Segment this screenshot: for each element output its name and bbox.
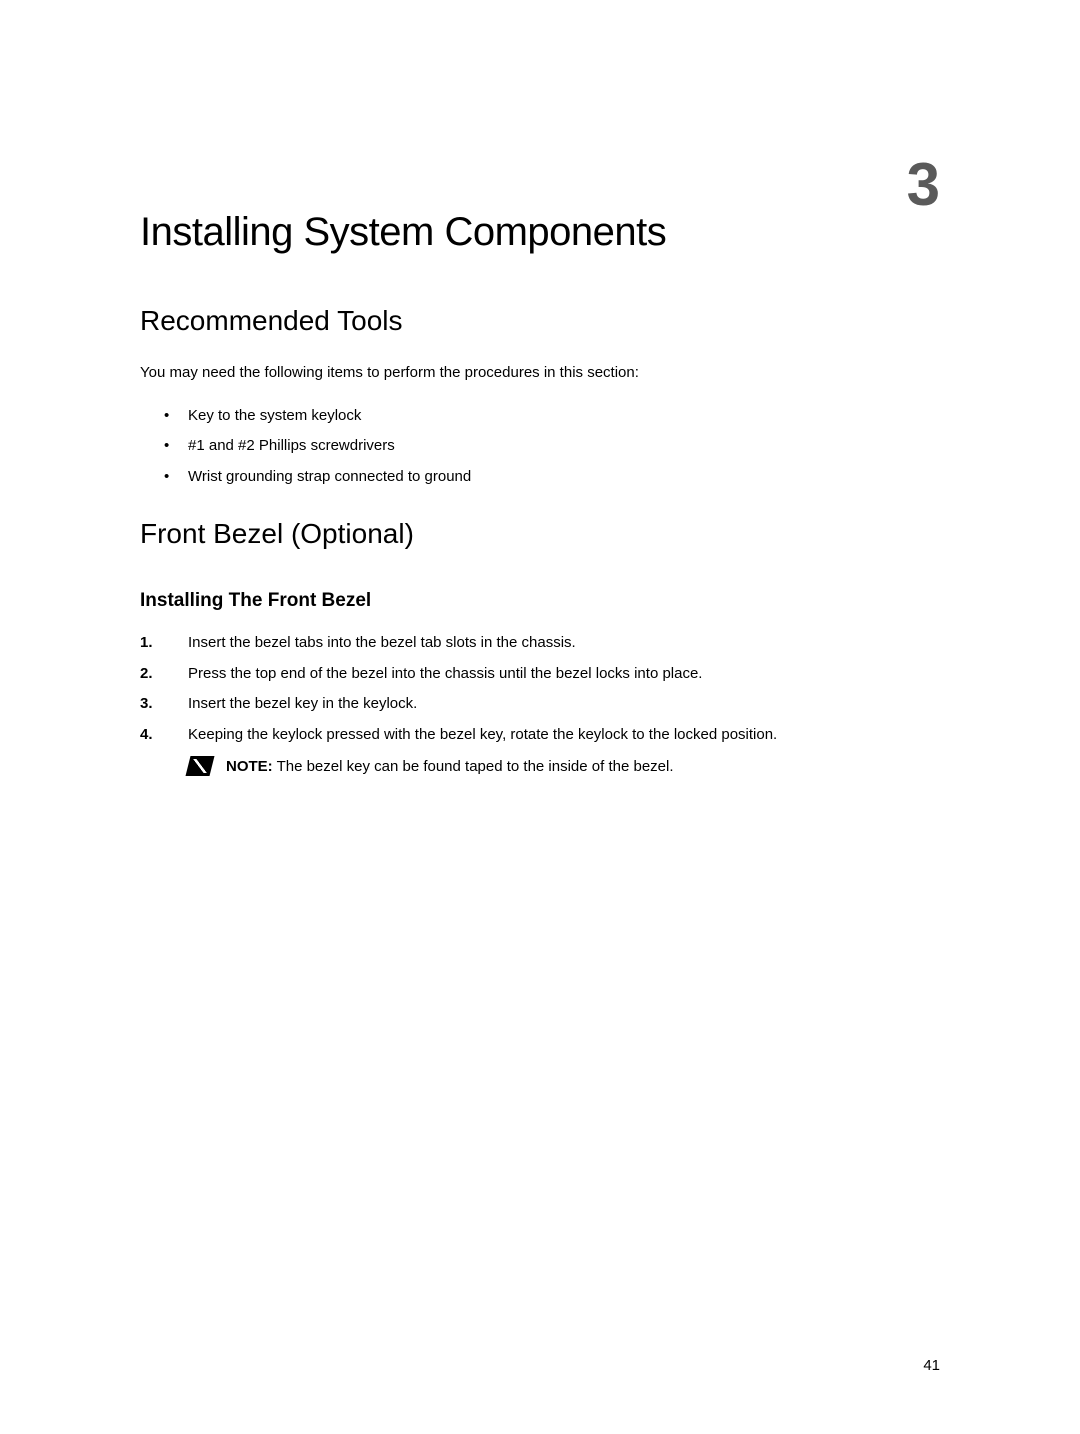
section-title-tools: Recommended Tools (140, 305, 940, 337)
tools-list-item: Key to the system keylock (164, 405, 940, 428)
tools-list-item: Wrist grounding strap connected to groun… (164, 466, 940, 489)
tools-list-item: #1 and #2 Phillips screwdrivers (164, 435, 940, 458)
document-page: 3 Installing System Components Recommend… (0, 0, 1080, 1434)
tools-intro-text: You may need the following items to perf… (140, 362, 940, 385)
install-step: Keeping the keylock pressed with the bez… (140, 724, 940, 747)
install-step: Press the top end of the bezel into the … (140, 663, 940, 686)
chapter-number: 3 (907, 150, 940, 219)
section-title-bezel: Front Bezel (Optional) (140, 518, 940, 550)
note-text: NOTE: The bezel key can be found taped t… (226, 756, 674, 779)
install-steps-list: Insert the bezel tabs into the bezel tab… (140, 632, 940, 746)
install-step: Insert the bezel key in the keylock. (140, 693, 940, 716)
tools-list: Key to the system keylock #1 and #2 Phil… (140, 405, 940, 489)
note-icon (186, 756, 215, 776)
subsection-title-install-bezel: Installing The Front Bezel (140, 590, 940, 612)
install-step: Insert the bezel tabs into the bezel tab… (140, 632, 940, 655)
note-body: The bezel key can be found taped to the … (273, 758, 674, 775)
page-number: 41 (923, 1357, 940, 1374)
note-block: NOTE: The bezel key can be found taped t… (140, 756, 940, 779)
chapter-title: Installing System Components (140, 210, 940, 255)
note-label: NOTE: (226, 758, 273, 775)
